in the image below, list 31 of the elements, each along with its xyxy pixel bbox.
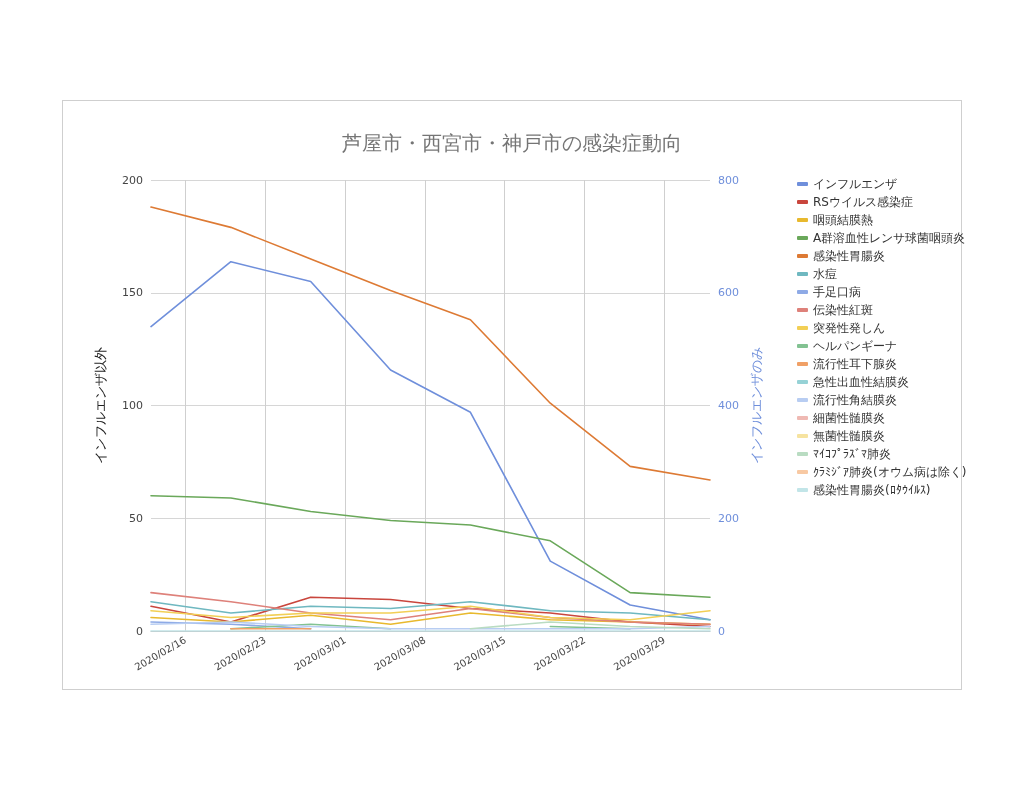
- legend-label: 急性出血性結膜炎: [812, 375, 909, 389]
- legend-label: 感染性胃腸炎: [813, 249, 885, 263]
- y-tick-label: 200: [122, 173, 143, 187]
- legend-label: 無菌性髄膜炎: [813, 429, 885, 443]
- legend-label: ﾏｲｺﾌﾟﾗｽﾞﾏ肺炎: [813, 447, 891, 461]
- legend-label: 伝染性紅斑: [813, 303, 873, 317]
- legend-label: ｸﾗﾐｼﾞｱ肺炎(オウム病は除く): [813, 465, 967, 479]
- y2-tick-label: 800: [718, 173, 739, 187]
- y-tick-label: 0: [136, 624, 143, 638]
- y-tick-label: 100: [122, 399, 143, 412]
- y-axis-title: インフルエンザ以外: [93, 347, 108, 464]
- legend-label: 細菌性髄膜炎: [812, 411, 885, 425]
- y-tick-label: 150: [122, 286, 143, 300]
- legend-label: 流行性耳下腺炎: [813, 357, 897, 371]
- y2-tick-label: 0: [718, 624, 725, 638]
- y-tick-label: 50: [129, 511, 143, 525]
- legend-label: 咽頭結膜熱: [813, 213, 873, 227]
- legend-label: A群溶血性レンサ球菌咽頭炎: [813, 231, 966, 245]
- chart-title: 芦屋市・西宮市・神戸市の感染症動向: [342, 131, 682, 155]
- y2-tick-label: 200: [718, 511, 739, 525]
- y2-tick-label: 400: [718, 399, 739, 412]
- y2-tick-label: 600: [718, 286, 739, 300]
- legend-label: インフルエンザ: [813, 177, 897, 191]
- legend-label: 流行性角結膜炎: [813, 393, 897, 407]
- legend-label: ヘルパンギーナ: [813, 339, 897, 353]
- legend-label: 手足口病: [813, 285, 861, 299]
- legend-label: RSウイルス感染症: [813, 195, 913, 209]
- legend-label: 突発性発しん: [813, 321, 885, 335]
- legend-label: 水痘: [813, 267, 837, 281]
- legend-label: 感染性胃腸炎(ﾛﾀｳｲﾙｽ): [813, 483, 931, 497]
- y2-axis-title: インフルエンザのみ: [748, 347, 764, 464]
